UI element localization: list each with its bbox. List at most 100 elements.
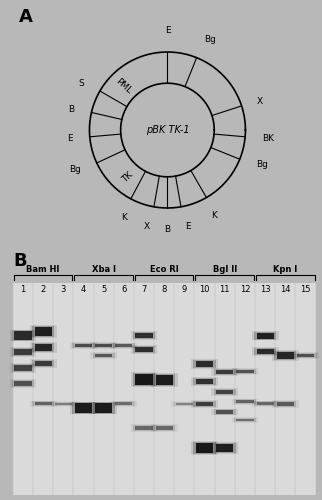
Bar bbox=[171, 401, 198, 407]
Bar bbox=[70, 402, 97, 414]
Bar bbox=[32, 326, 54, 337]
Bar bbox=[297, 354, 314, 357]
Bar bbox=[236, 282, 254, 495]
Text: X: X bbox=[257, 97, 263, 106]
Bar bbox=[156, 426, 173, 430]
Bar bbox=[196, 402, 213, 406]
Bar bbox=[95, 344, 112, 347]
Bar bbox=[216, 444, 233, 452]
Bar bbox=[12, 364, 34, 372]
Bar bbox=[12, 330, 34, 340]
Bar bbox=[133, 332, 155, 339]
Bar bbox=[13, 282, 316, 495]
Text: pBK TK-1: pBK TK-1 bbox=[146, 125, 189, 135]
Bar bbox=[236, 400, 253, 404]
Bar bbox=[213, 410, 236, 414]
Text: E: E bbox=[67, 134, 72, 142]
Bar bbox=[34, 327, 52, 336]
Bar bbox=[110, 342, 137, 348]
Text: Bg: Bg bbox=[204, 36, 215, 44]
Text: K: K bbox=[121, 213, 127, 222]
Bar bbox=[14, 282, 32, 495]
Bar bbox=[50, 401, 77, 407]
Bar bbox=[256, 282, 274, 495]
Text: 6: 6 bbox=[121, 285, 127, 294]
Bar bbox=[30, 360, 57, 368]
Text: PML: PML bbox=[114, 76, 133, 96]
Bar bbox=[211, 442, 238, 454]
Bar bbox=[252, 330, 279, 340]
Bar bbox=[211, 408, 238, 416]
Bar bbox=[14, 348, 32, 354]
Bar bbox=[234, 369, 256, 374]
Bar bbox=[95, 282, 113, 495]
Text: B: B bbox=[164, 225, 171, 234]
Bar bbox=[32, 360, 54, 367]
Bar bbox=[55, 402, 72, 405]
Bar bbox=[115, 282, 133, 495]
Bar bbox=[276, 282, 294, 495]
Bar bbox=[54, 282, 72, 495]
Bar bbox=[10, 380, 36, 388]
Bar bbox=[232, 417, 258, 423]
Bar bbox=[32, 343, 54, 352]
Bar bbox=[211, 388, 238, 396]
Bar bbox=[234, 418, 256, 422]
Bar bbox=[153, 426, 175, 431]
Bar bbox=[136, 374, 153, 386]
Text: A: A bbox=[19, 8, 33, 26]
Text: B: B bbox=[13, 252, 26, 270]
Bar bbox=[75, 344, 92, 347]
Bar bbox=[176, 402, 193, 405]
Text: E: E bbox=[185, 222, 191, 231]
Text: 15: 15 bbox=[300, 285, 311, 294]
Bar bbox=[14, 382, 32, 386]
Bar bbox=[191, 400, 218, 408]
Bar bbox=[136, 426, 153, 430]
Text: K: K bbox=[211, 211, 216, 220]
Text: 12: 12 bbox=[240, 285, 250, 294]
Text: X: X bbox=[144, 222, 150, 231]
Bar bbox=[30, 325, 57, 338]
Bar bbox=[151, 424, 178, 432]
Bar bbox=[194, 442, 216, 454]
Bar bbox=[12, 348, 34, 356]
Bar bbox=[131, 345, 157, 354]
Bar bbox=[133, 426, 155, 431]
Bar bbox=[115, 402, 132, 406]
Bar bbox=[191, 359, 218, 368]
Text: Bgl II: Bgl II bbox=[213, 265, 237, 274]
Bar bbox=[10, 363, 36, 372]
Bar bbox=[70, 342, 97, 349]
Bar bbox=[236, 370, 253, 374]
Bar bbox=[216, 282, 234, 495]
Bar bbox=[34, 361, 52, 366]
Text: Bg: Bg bbox=[256, 160, 268, 169]
Bar bbox=[34, 344, 52, 351]
Text: E: E bbox=[165, 26, 170, 35]
Bar bbox=[294, 353, 317, 358]
Text: 3: 3 bbox=[61, 285, 66, 294]
Bar bbox=[30, 400, 57, 407]
Text: 10: 10 bbox=[199, 285, 210, 294]
Bar bbox=[257, 402, 274, 406]
Bar bbox=[196, 380, 213, 384]
Bar bbox=[216, 410, 233, 414]
Bar bbox=[272, 400, 299, 407]
Bar bbox=[196, 360, 213, 366]
Bar bbox=[257, 332, 274, 338]
Bar bbox=[10, 330, 36, 342]
Bar bbox=[153, 374, 175, 386]
Text: 5: 5 bbox=[101, 285, 106, 294]
Bar bbox=[113, 344, 135, 348]
Bar bbox=[113, 402, 135, 406]
Bar bbox=[272, 350, 299, 361]
Bar bbox=[211, 368, 238, 376]
Bar bbox=[232, 368, 258, 375]
Bar bbox=[194, 378, 216, 386]
Bar bbox=[136, 347, 153, 352]
Bar bbox=[133, 374, 155, 386]
Bar bbox=[216, 390, 233, 394]
Bar bbox=[75, 404, 92, 412]
Bar bbox=[274, 351, 297, 360]
